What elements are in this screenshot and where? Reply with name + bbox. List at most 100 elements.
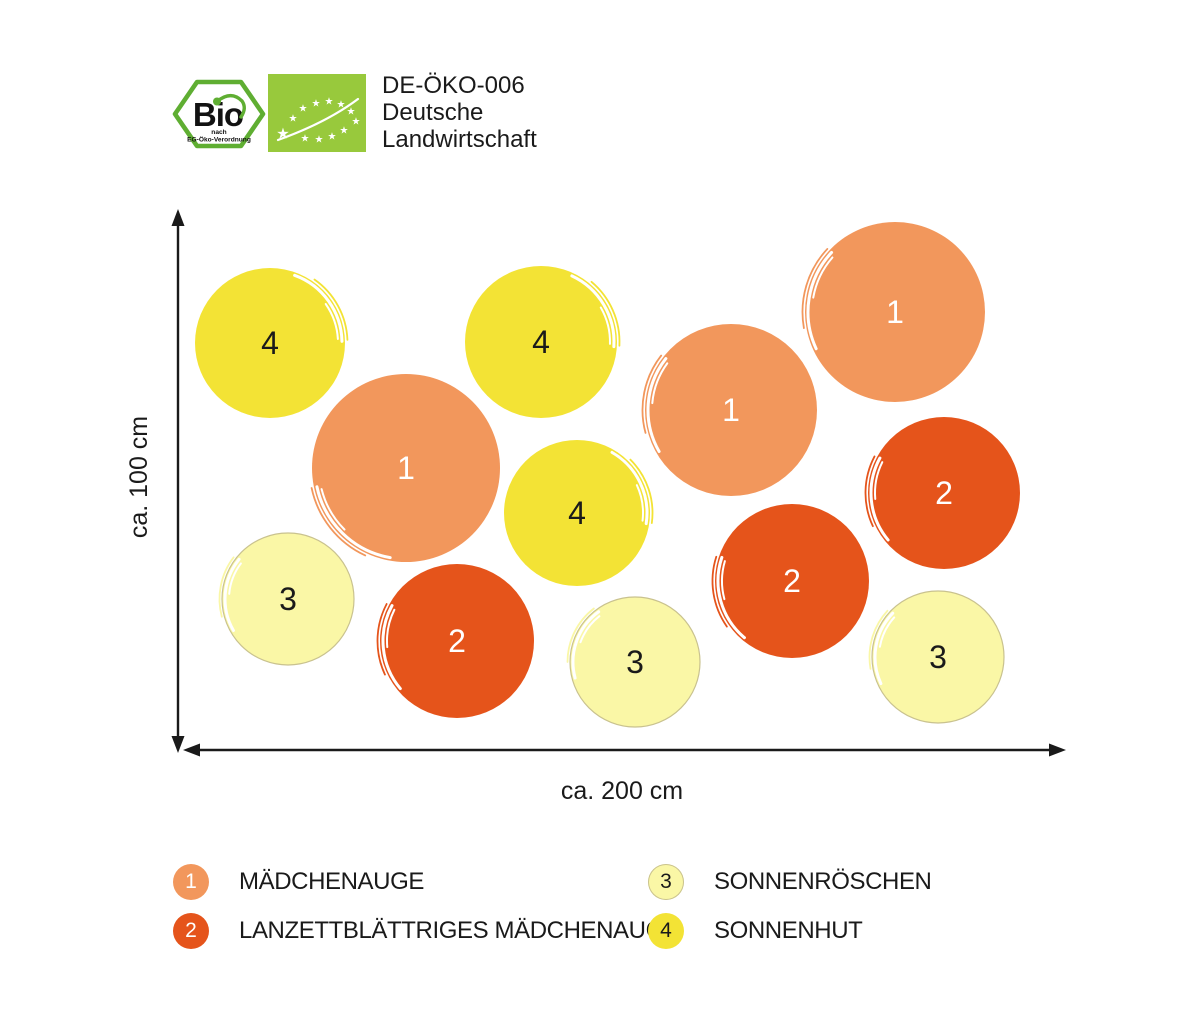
height-dimension-label: ca. 100 cm (125, 416, 153, 538)
brush-stroke-icon (191, 264, 349, 422)
eu-logo-background (268, 74, 366, 152)
brush-stroke-icon (651, 329, 811, 490)
legend-number-badge: 3 (648, 864, 684, 900)
brush-stroke-icon (218, 529, 358, 669)
width-dimension-label: ca. 200 cm (561, 777, 683, 805)
seed-disc-fill (465, 266, 617, 418)
brush-stroke-icon (874, 423, 1014, 563)
brush-stroke-icon (201, 274, 339, 412)
brush-stroke-icon (864, 413, 1024, 573)
seed-disc-fill (312, 374, 500, 562)
brush-stroke-icon (376, 560, 538, 722)
star-icon: ★ (347, 107, 356, 118)
brush-stroke-icon (721, 510, 863, 652)
legend-number-badge: 1 (173, 864, 209, 900)
seed-disc-type-2: 2 (711, 500, 873, 662)
eu-logo-stars-icon: ★★★ ★ ★ ★★★★★★★ (276, 97, 360, 146)
disc-number: 1 (722, 392, 740, 428)
brush-stroke-icon (461, 262, 621, 422)
brush-stroke-icon (868, 587, 1008, 727)
star-icon: ★ (276, 125, 289, 142)
disc-number: 4 (261, 325, 279, 361)
seed-disc-fill (645, 324, 817, 496)
seed-disc-type-3: 3 (868, 587, 1008, 727)
seed-disc-type-3: 3 (218, 529, 358, 669)
brush-stroke-icon (646, 325, 816, 495)
star-icon: ★ (299, 104, 308, 115)
cert-code: DE-ÖKO-006 (382, 72, 525, 99)
seed-disc-fill (805, 222, 985, 402)
certification-text: DE-ÖKO-006 Deutsche Landwirtschaft (382, 72, 537, 153)
legend-item-2: 2 LANZETTBLÄTTRIGES MÄDCHENAUGE (173, 913, 680, 949)
cert-line-1: Deutsche (382, 99, 484, 126)
brush-stroke-icon (801, 218, 989, 406)
legend-column-right: 3 SONNENRÖSCHEN 4 SONNENHUT (648, 864, 932, 949)
disc-number: 2 (448, 623, 466, 659)
disc-number: 1 (886, 294, 904, 330)
disc-number: 4 (568, 495, 586, 531)
bio-seal-subline-1: nach (211, 129, 226, 136)
star-icon: ★ (301, 134, 310, 145)
brush-stroke-icon (318, 380, 494, 556)
disc-number: 4 (532, 324, 550, 360)
legend-number-badge: 2 (173, 913, 209, 949)
seed-disc-type-2: 2 (864, 413, 1024, 573)
bio-seal-subline-2: EG-Öko-Verordnung (187, 135, 251, 144)
seed-disc-type-3: 3 (566, 593, 704, 731)
seed-disc-fill (871, 590, 1005, 724)
seed-disc-fill (868, 417, 1020, 569)
cert-line-2: Landwirtschaft (382, 126, 537, 153)
legend-label: LANZETTBLÄTTRIGES MÄDCHENAUGE (239, 917, 680, 944)
brush-stroke-icon (878, 597, 999, 718)
legend-label: SONNENRÖSCHEN (714, 868, 932, 895)
star-icon: ★ (312, 99, 321, 110)
brush-stroke-icon (566, 593, 704, 731)
seed-disc-fill (195, 268, 345, 418)
brush-stroke-icon (510, 446, 644, 580)
brush-stroke-icon (716, 505, 868, 657)
disc-number: 3 (279, 581, 297, 617)
brush-stroke-icon (869, 418, 1019, 568)
brush-stroke-icon (308, 370, 504, 566)
brush-stroke-icon (313, 375, 499, 561)
brush-stroke-icon (500, 436, 654, 590)
star-icon: ★ (340, 126, 349, 137)
star-icon: ★ (289, 114, 298, 125)
brush-stroke-icon (381, 565, 533, 717)
legend-label: SONNENHUT (714, 917, 863, 944)
disc-number: 2 (783, 563, 801, 599)
seed-disc-fill (715, 504, 869, 658)
disc-number: 2 (935, 475, 953, 511)
seed-disc-type-1: 1 (308, 370, 504, 566)
star-icon: ★ (352, 117, 361, 128)
seed-disc-type-4: 4 (500, 436, 654, 590)
eu-logo-stem-icon (276, 97, 360, 142)
disc-number: 3 (626, 644, 644, 680)
legend-label: MÄDCHENAUGE (239, 868, 424, 895)
brush-stroke-icon (505, 441, 649, 585)
star-icon: ★ (325, 97, 334, 108)
seed-disc-fill (221, 532, 355, 666)
legend-item-3: 3 SONNENRÖSCHEN (648, 864, 932, 900)
seed-disc-type-4: 4 (191, 264, 349, 422)
seed-disc-type-1: 1 (801, 218, 989, 406)
seed-disc-layout: 4 4 1 1 1 4 2 3 2 2 3 3 (191, 218, 1024, 731)
brush-stroke-icon (466, 267, 616, 417)
seed-disc-fill (569, 596, 701, 728)
seed-disc-fill (504, 440, 650, 586)
brush-stroke-icon (223, 534, 353, 664)
brush-stroke-icon (471, 272, 611, 412)
disc-number: 3 (929, 639, 947, 675)
brush-stroke-icon (196, 269, 344, 417)
brush-stroke-icon (641, 320, 821, 500)
brush-stroke-icon (811, 228, 979, 396)
legend-number-badge: 4 (648, 913, 684, 949)
star-icon: ★ (315, 135, 324, 146)
legend-item-4: 4 SONNENHUT (648, 913, 932, 949)
brush-stroke-icon (227, 538, 348, 659)
legend-item-1: 1 MÄDCHENAUGE (173, 864, 679, 900)
width-dimension-arrow (183, 743, 1066, 757)
star-icon: ★ (337, 100, 346, 111)
